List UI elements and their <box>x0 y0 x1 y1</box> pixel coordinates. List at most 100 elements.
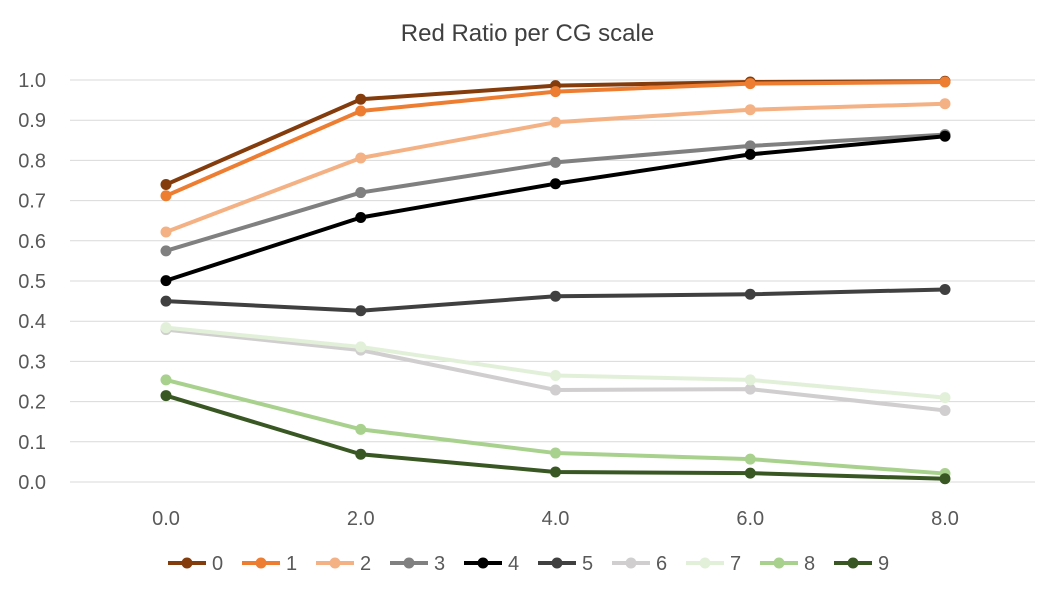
data-point <box>550 116 561 128</box>
legend-marker <box>551 557 563 569</box>
legend-marker <box>847 557 859 569</box>
x-tick-label: 4.0 <box>542 508 570 530</box>
data-point <box>550 156 561 168</box>
legend-marker <box>773 557 785 569</box>
data-point <box>160 275 172 287</box>
legend-marker <box>329 557 341 569</box>
y-tick-label: 1.0 <box>18 70 46 92</box>
y-tick-label: 0.9 <box>18 110 46 132</box>
legend-marker <box>255 557 267 569</box>
series-5 <box>160 283 951 317</box>
data-point <box>939 98 951 110</box>
y-tick-label: 0.3 <box>18 351 46 373</box>
legend-item: 8 <box>760 553 815 575</box>
data-point <box>355 305 367 317</box>
chart-title: Red Ratio per CG scale <box>400 20 655 47</box>
x-tick-label: 6.0 <box>736 508 764 530</box>
series-1 <box>160 76 951 202</box>
data-point <box>550 369 561 381</box>
data-point <box>550 290 561 302</box>
data-point <box>939 392 951 404</box>
y-tick-label: 0.7 <box>18 191 46 213</box>
legend-label: 1 <box>286 553 297 575</box>
legend-item: 4 <box>464 553 519 575</box>
legend-marker <box>477 557 489 569</box>
legend-label: 3 <box>434 553 445 575</box>
data-point <box>744 140 756 152</box>
y-tick-label: 0.6 <box>18 231 46 253</box>
data-point <box>160 226 172 238</box>
legend-label: 9 <box>878 553 889 575</box>
x-tick-label: 2.0 <box>347 508 375 530</box>
data-point <box>550 447 561 459</box>
data-point <box>355 448 367 460</box>
legend-marker <box>403 557 415 569</box>
series-4 <box>160 130 951 287</box>
data-point <box>744 148 756 160</box>
y-tick-label: 0.1 <box>18 432 46 454</box>
legend-item: 9 <box>834 553 889 575</box>
legend-label: 0 <box>212 553 223 575</box>
data-point <box>939 473 951 485</box>
x-tick-label: 0.0 <box>152 508 180 530</box>
data-point <box>355 152 367 164</box>
series-9 <box>160 390 951 485</box>
legend-label: 2 <box>360 553 371 575</box>
legend-item: 7 <box>686 553 741 575</box>
data-point <box>939 76 951 88</box>
data-point <box>160 374 172 386</box>
data-point <box>355 187 367 199</box>
data-point <box>744 467 756 479</box>
data-point <box>355 211 367 223</box>
legend-item: 3 <box>390 553 445 575</box>
legend-label: 5 <box>582 553 593 575</box>
data-point <box>355 105 367 117</box>
data-point <box>355 341 367 353</box>
legend: 0 1 2 3 4 5 6 7 8 9 <box>168 553 889 575</box>
data-point <box>355 423 367 435</box>
y-tick-label: 0.8 <box>18 150 46 172</box>
data-point <box>939 130 951 142</box>
data-point <box>160 295 172 307</box>
legend-label: 7 <box>730 553 741 575</box>
legend-item: 5 <box>538 553 593 575</box>
x-axis-tick-labels: 0.0 2.0 4.0 6.0 8.0 <box>152 508 959 530</box>
legend-item: 6 <box>612 553 667 575</box>
legend-item: 1 <box>242 553 297 575</box>
data-point <box>160 190 172 202</box>
data-point <box>160 245 172 257</box>
legend-marker <box>699 557 711 569</box>
data-point <box>744 104 756 116</box>
series-8 <box>160 374 951 480</box>
series-line <box>164 132 947 253</box>
data-point <box>744 383 756 395</box>
data-point <box>160 179 172 191</box>
legend-label: 6 <box>656 553 667 575</box>
series-7 <box>160 322 951 404</box>
data-point <box>939 283 951 295</box>
data-point <box>550 178 561 190</box>
data-point <box>550 384 561 396</box>
y-tick-label: 0.4 <box>18 311 46 333</box>
legend-marker <box>625 557 637 569</box>
data-point <box>160 322 172 334</box>
data-point <box>160 390 172 402</box>
data-point <box>744 78 756 90</box>
y-tick-label: 0.5 <box>18 271 46 293</box>
legend-marker <box>181 557 193 569</box>
x-tick-label: 8.0 <box>931 508 959 530</box>
series-2 <box>160 98 951 238</box>
legend-label: 8 <box>804 553 815 575</box>
y-tick-label: 0.2 <box>18 392 46 414</box>
data-point <box>550 86 561 98</box>
data-point <box>744 288 756 300</box>
data-point <box>550 466 561 478</box>
data-point <box>939 404 951 416</box>
y-tick-label: 0.0 <box>18 472 46 494</box>
legend-label: 4 <box>508 553 519 575</box>
data-point <box>744 374 756 386</box>
series-lines <box>160 75 951 485</box>
data-point <box>355 93 367 105</box>
